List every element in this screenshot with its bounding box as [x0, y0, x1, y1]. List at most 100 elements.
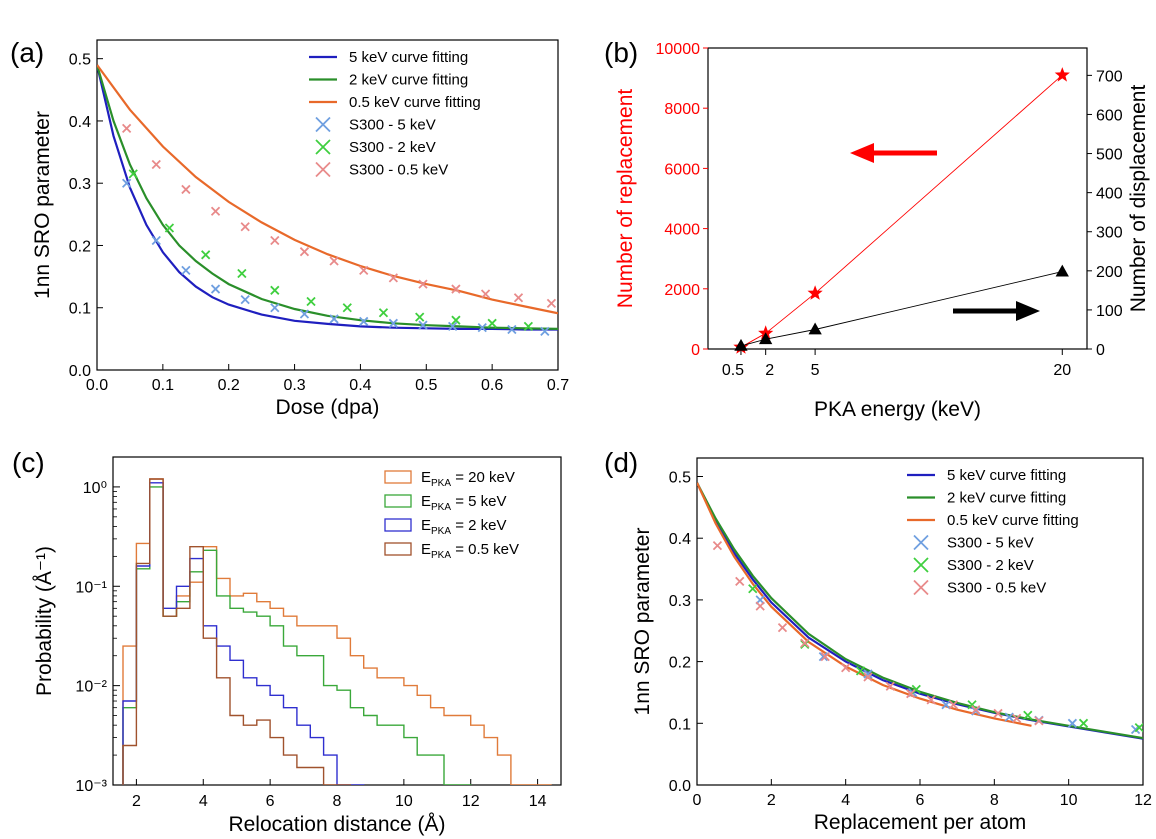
- x-tick-label: 0.2: [218, 377, 240, 394]
- x-tick-label: 2: [767, 792, 776, 809]
- x-tick-label: 10: [395, 793, 413, 810]
- y-tick-label: 2000: [664, 282, 700, 299]
- plot-area: [697, 482, 1143, 740]
- data-point-5-5-b: [820, 652, 830, 662]
- data-point-3-6-b: [1004, 712, 1014, 722]
- legend-label-2: EPKA = 2 keV: [421, 517, 506, 537]
- data-point-5-14-b: [1011, 713, 1022, 724]
- legend-swatch-2: [384, 518, 412, 532]
- histogram-series-2: [122, 482, 365, 785]
- y-right-tick-label: 100: [1096, 303, 1123, 320]
- legend-marker-3-b: [913, 534, 929, 551]
- histogram-series-1: [122, 486, 472, 785]
- x-tick-label: 0.6: [481, 377, 503, 394]
- right-arrow-head: [1016, 301, 1040, 321]
- star-marker-2: [807, 285, 823, 300]
- legend: 5 keV curve fitting 2 keV curve fitting 0.…: [309, 49, 481, 179]
- data-point-3-5-b: [270, 303, 280, 313]
- data-point-5-0-b: [712, 540, 723, 551]
- left-arrow-head: [850, 143, 874, 163]
- series-line-0: [97, 64, 558, 331]
- legend: 5 keV curve fitting 2 keV curve fitting 0.…: [907, 467, 1079, 597]
- x-tick-label: 8: [333, 793, 342, 810]
- data-point-4-7-b: [1134, 722, 1143, 733]
- legend-swatch-0: [384, 470, 412, 484]
- data-point-5-12-b: [480, 289, 491, 299]
- data-point-4-8-b: [415, 312, 425, 322]
- data-point-3-12-b: [477, 323, 487, 333]
- legend-label-main: E: [421, 541, 431, 558]
- legend-marker-5-b: [913, 579, 929, 596]
- y-right-tick-label: 300: [1096, 225, 1123, 242]
- plot-frame: [696, 457, 1144, 786]
- data-point-4-1-b: [164, 223, 175, 233]
- series-line-2: [97, 64, 558, 315]
- legend-label-main: E: [421, 493, 431, 510]
- y-tick-label: 0.4: [69, 114, 91, 131]
- panel-label-a: (a): [10, 37, 44, 68]
- y-tick-label: 0.5: [69, 52, 91, 69]
- legend-label-suffix: = 2 keV: [451, 517, 506, 534]
- legend-label-0: 5 keV curve fitting: [947, 467, 1066, 484]
- y-tick-label: 10⁻³: [75, 778, 107, 795]
- x-axis-label: Relocation distance (Å): [228, 813, 445, 836]
- data-point-4-0-b: [128, 169, 138, 179]
- legend-label-suffix: = 5 keV: [451, 493, 506, 510]
- plot-frame: [96, 39, 559, 371]
- triangle-marker-2: [808, 322, 822, 335]
- x-axis-label: Replacement per atom: [814, 811, 1026, 834]
- data-point-3-2-b: [863, 669, 873, 679]
- data-point-5-8-b: [359, 265, 369, 276]
- y-tick-label: 0.2: [69, 238, 91, 255]
- legend-label-suffix: = 0.5 keV: [451, 541, 519, 558]
- y-right-tick-label: 700: [1096, 68, 1123, 85]
- series-line-1: [97, 64, 558, 330]
- legend-label-4: S300 - 2 keV: [349, 139, 436, 156]
- y-axis-label: Probability (Å⁻¹): [33, 546, 56, 696]
- data-point-4-4-b: [270, 285, 280, 295]
- panel-label-c: (c): [12, 447, 45, 478]
- x-tick-label: 4: [841, 792, 850, 809]
- data-point-5-10-b: [418, 279, 428, 289]
- data-point-5-4-b: [800, 638, 810, 648]
- x-tick-label: 6: [916, 792, 925, 809]
- y-right-axis-label: Number of displacement: [1127, 85, 1150, 313]
- legend-label-1: 2 keV curve fitting: [947, 490, 1066, 507]
- y-right-tick-label: 500: [1096, 147, 1123, 164]
- data-point-4-6-b: [1078, 718, 1089, 728]
- y-right-tick-label: 0: [1096, 342, 1105, 359]
- series-line-1: [740, 271, 1063, 347]
- data-point-3-1-b: [818, 652, 829, 662]
- data-point-5-1-b: [735, 576, 745, 587]
- y-tick-label: 0.0: [669, 778, 691, 795]
- data-point-3-4-b: [941, 700, 951, 710]
- data-point-4-3-b: [237, 268, 247, 279]
- data-point-5-9-b: [906, 689, 916, 699]
- y-right-tick-label: 200: [1096, 264, 1123, 281]
- legend-label-suffix: = 20 keV: [451, 469, 515, 486]
- legend-marker-5-b: [315, 161, 331, 178]
- x-tick-label: 12: [462, 793, 480, 810]
- data-point-4-5-b: [306, 296, 316, 307]
- plot-frame: [707, 47, 1088, 350]
- data-point-3-4-b: [240, 295, 250, 305]
- data-point-5-6-b: [299, 247, 310, 257]
- series-line-1: [697, 482, 1143, 740]
- y-axis-label: Number of replacement: [614, 89, 637, 309]
- legend-marker-4-b: [315, 139, 331, 155]
- data-point-3-11-b: [447, 321, 458, 332]
- panel-c: 2 4 6 8 10 12 14 10⁰ 10⁻¹ 10⁻² 10⁻³ Relocation dist…: [33, 456, 562, 836]
- legend-label-1: 2 keV curve fitting: [349, 72, 468, 89]
- legend-label-2: 0.5 keV curve fitting: [349, 94, 481, 111]
- x-tick-label: 10: [1060, 792, 1078, 809]
- x-tick-label: 6: [266, 793, 275, 810]
- data-point-5-7-b: [863, 672, 873, 682]
- legend-label-2: 0.5 keV curve fitting: [947, 512, 1079, 529]
- legend-label-3: S300 - 5 keV: [349, 117, 436, 134]
- histogram-series-0: [122, 478, 552, 785]
- legend-label-4: S300 - 2 keV: [947, 557, 1034, 574]
- y-tick-label: 0.1: [669, 716, 691, 733]
- x-tick-label: 0.5: [415, 377, 437, 394]
- x-tick-label: 0.1: [152, 377, 174, 394]
